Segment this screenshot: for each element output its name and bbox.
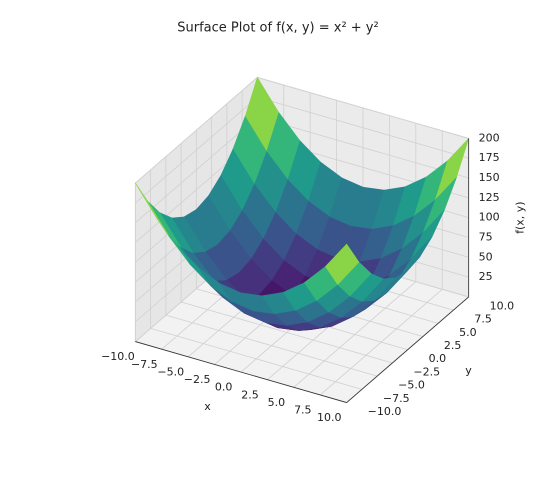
z-tick-label: 25 <box>479 270 493 283</box>
grid-line <box>257 96 469 159</box>
chart-title: Surface Plot of f(x, y) = x² + y² <box>177 21 378 36</box>
x-axis-label: x <box>204 400 211 413</box>
z-tick-label: 175 <box>479 151 500 164</box>
grid-line <box>135 116 258 224</box>
y-tick-label: −2.5 <box>413 365 440 378</box>
grid-line <box>135 96 258 204</box>
axis-line <box>135 341 347 403</box>
y-tick-label: 5.0 <box>459 326 477 339</box>
x-tick-label: 5.0 <box>268 396 286 409</box>
y-axis-label: y <box>465 364 472 377</box>
axis-line <box>346 296 469 403</box>
y-tick-label: 10.0 <box>490 299 514 312</box>
z-tick-label: 150 <box>479 171 500 184</box>
grid-line <box>257 77 469 139</box>
x-tick-label: 0.0 <box>215 381 233 394</box>
y-tick-label: 7.5 <box>474 313 492 326</box>
z-tick-label: 75 <box>479 230 493 243</box>
x-tick-label: −2.5 <box>184 373 211 386</box>
y-tick-label: −7.5 <box>383 392 410 405</box>
z-tick-label: 200 <box>479 131 500 144</box>
z-axis-label: f(x, y) <box>514 201 527 233</box>
z-tick-label: 125 <box>479 191 500 204</box>
x-tick-label: −10.0 <box>101 350 135 363</box>
y-tick-label: 2.5 <box>444 339 462 352</box>
x-tick-label: −7.5 <box>131 358 158 371</box>
x-tick-label: 10.0 <box>317 411 342 424</box>
surface-patch <box>135 182 169 236</box>
x-tick-label: 2.5 <box>241 388 259 401</box>
grid-line <box>257 116 469 179</box>
y-tick-label: −5.0 <box>398 379 425 392</box>
y-tick-label: 0.0 <box>429 352 447 365</box>
grid-line <box>135 77 258 184</box>
surface-patch <box>325 243 360 285</box>
x-tick-label: −5.0 <box>157 365 184 378</box>
grid-line <box>165 314 378 377</box>
grid-line <box>180 301 393 364</box>
x-tick-label: 7.5 <box>294 404 312 417</box>
y-tick-label: −10.0 <box>368 405 402 418</box>
z-tick-label: 100 <box>479 211 500 224</box>
z-tick-label: 50 <box>479 250 493 263</box>
grid-line <box>150 327 363 390</box>
